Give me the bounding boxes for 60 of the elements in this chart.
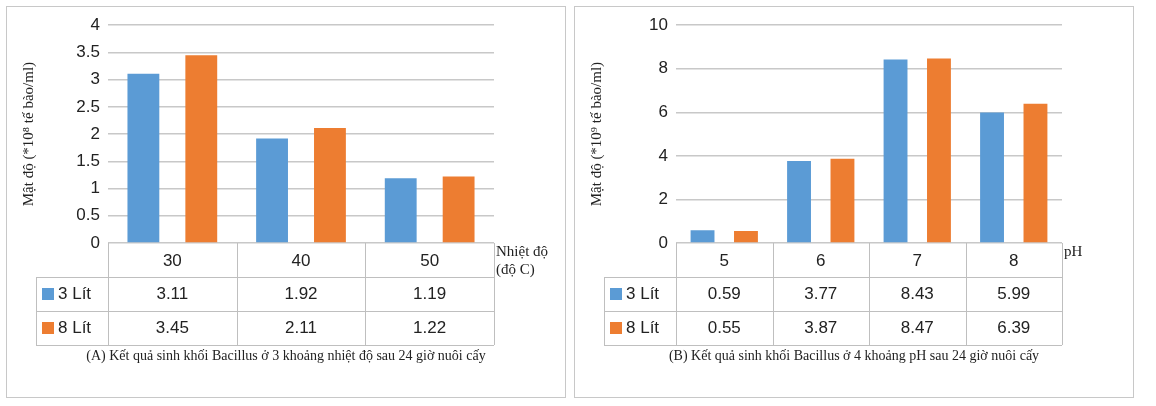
data-label: 1.19 — [413, 283, 447, 303]
x-axis-title: pH — [1064, 242, 1083, 259]
bar — [256, 138, 288, 243]
data-label: 3.77 — [804, 283, 838, 303]
y-tick-label: 4 — [90, 14, 100, 34]
y-tick-label: 1 — [90, 178, 100, 198]
x-axis-title: Nhiệt độ (độ C) — [496, 242, 549, 278]
data-label: 3.11 — [156, 283, 189, 303]
data-label: 1.22 — [413, 317, 447, 337]
bar — [185, 55, 218, 243]
y-tick-label: 10 — [649, 14, 668, 34]
data-label: 0.59 — [707, 283, 741, 303]
x-tick-label: 8 — [1009, 250, 1019, 270]
y-tick-label: 3 — [90, 69, 100, 89]
x-tick-label: 30 — [162, 250, 182, 270]
y-tick-label: 2 — [90, 123, 100, 143]
text: (A) Kết quả sinh khối Bacillus ở 3 khoảng nhiệt độ sau 24 giờ nuôi cấy — [85, 347, 487, 364]
x-tick-label: 6 — [816, 250, 826, 270]
bar — [314, 128, 346, 243]
bar — [1023, 103, 1048, 243]
data-label: 1.92 — [284, 283, 318, 303]
legend-label: 3 Lít — [58, 283, 92, 303]
data-label: 0.55 — [707, 317, 741, 337]
x-tick-label: 40 — [291, 250, 311, 270]
data-label: 3.87 — [804, 317, 838, 337]
bar — [690, 230, 715, 243]
x-tick-label: 5 — [719, 250, 729, 270]
bar — [127, 73, 160, 243]
y-axis-title: Mật độ (*10⁸ tế bào/ml) — [19, 61, 37, 207]
data-label: 2.11 — [285, 317, 317, 337]
y-tick-label: 2.5 — [76, 96, 100, 116]
y-tick-label: 8 — [658, 58, 668, 78]
y-tick-label: 6 — [658, 102, 668, 122]
x-tick-label: 7 — [912, 250, 922, 270]
bar — [734, 231, 758, 243]
data-label: 5.99 — [997, 283, 1031, 303]
bar — [384, 178, 417, 243]
y-tick-label: 0 — [658, 232, 668, 252]
y-tick-label: 0 — [90, 232, 100, 252]
data-label: 6.39 — [997, 317, 1031, 337]
bar — [442, 176, 475, 243]
legend-label: 8 Lít — [58, 317, 92, 337]
bar — [830, 158, 855, 243]
data-label: 8.43 — [900, 283, 934, 303]
y-tick-label: 4 — [658, 145, 668, 165]
y-tick-label: 3.5 — [76, 42, 100, 62]
y-tick-label: 0.5 — [76, 205, 100, 225]
bar — [927, 58, 951, 243]
text: (B) Kết quả sinh khối Bacillus ở 4 khoảng pH sau 24 giờ nuôi cấy — [667, 347, 1041, 364]
legend-label: 8 Lít — [626, 317, 660, 337]
data-label: 3.45 — [155, 317, 189, 337]
x-tick-label: 50 — [420, 250, 440, 270]
bar — [883, 59, 908, 243]
y-tick-label: 2 — [658, 189, 668, 209]
legend-label: 3 Lít — [626, 283, 660, 303]
bar — [787, 160, 811, 243]
y-tick-label: 1.5 — [76, 151, 100, 171]
y-axis-title: Mật độ (*10⁹ tế bào/ml) — [587, 61, 605, 207]
data-label: 8.47 — [900, 317, 934, 337]
bar — [980, 112, 1004, 243]
